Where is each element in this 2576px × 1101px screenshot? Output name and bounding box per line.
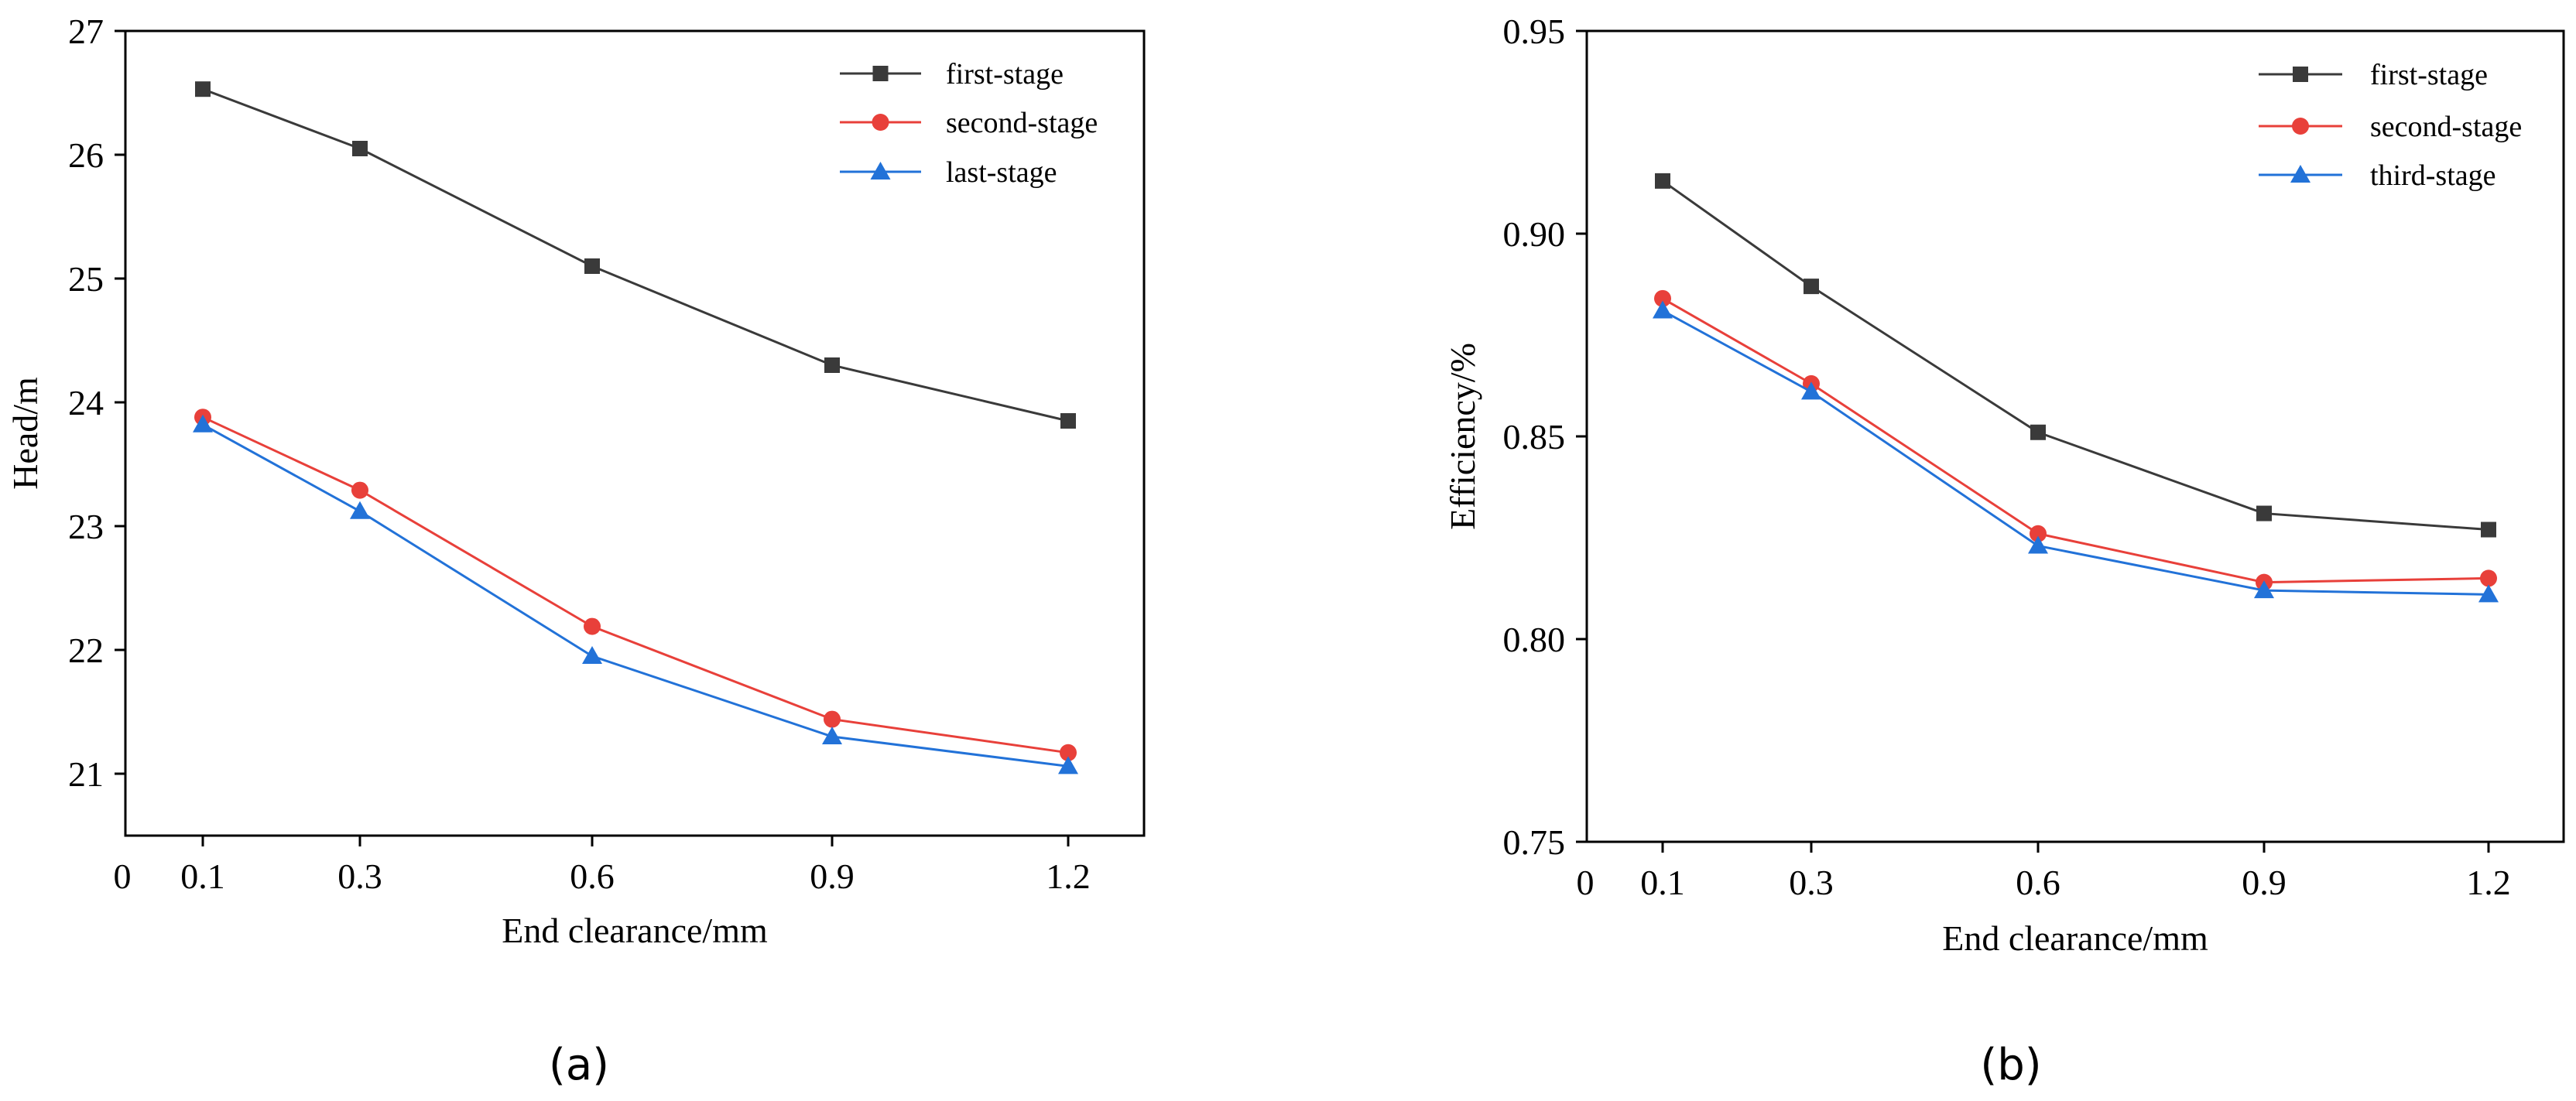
y-tick-label: 0.80 <box>1503 620 1566 659</box>
series-second-stage <box>1654 289 2497 591</box>
data-point <box>824 710 841 728</box>
data-point <box>582 646 602 664</box>
y-tick-label: 22 <box>68 631 104 670</box>
y-tick-label: 0.95 <box>1503 12 1566 51</box>
y-axis-label: Head/m <box>5 377 45 490</box>
data-point <box>350 501 370 519</box>
legend-marker <box>872 66 889 81</box>
series-line <box>202 87 1069 422</box>
data-point <box>822 727 842 744</box>
data-point <box>1060 744 1077 761</box>
data-point <box>2480 569 2497 587</box>
series-line <box>1662 309 2489 596</box>
x-tick-label: 0.3 <box>337 857 382 896</box>
y-tick-label: 0.90 <box>1503 214 1566 254</box>
legend-entry: first-stage <box>2259 59 2488 91</box>
legend-entry: last-stage <box>840 156 1057 189</box>
y-axis-label: Efficiency/% <box>1443 343 1482 530</box>
x-tick-label: 0.3 <box>1789 863 1834 902</box>
x-tick-label: 0.1 <box>180 857 225 896</box>
y-tick-label: 0.85 <box>1503 417 1566 456</box>
y-tick-label: 26 <box>68 135 104 175</box>
x-tick-label: 1.2 <box>2466 863 2511 902</box>
legend-label: third-stage <box>2370 159 2496 192</box>
data-point <box>1804 279 1819 295</box>
data-point <box>2256 505 2272 521</box>
series-first-stage <box>1655 173 2496 538</box>
data-point <box>1801 381 1821 400</box>
y-tick-label: 27 <box>68 12 104 51</box>
series-first-stage <box>195 81 1076 429</box>
data-point <box>1653 300 1673 319</box>
series-line <box>1662 297 2489 584</box>
y-tick-label: 25 <box>68 259 104 299</box>
data-point <box>2481 521 2496 538</box>
chart-panel-b: 0.75 0.80 0.85 0.90 0.95 0 0.1 0.3 0.6 0.9 1.2 Effi… <box>1443 12 2565 1090</box>
data-point <box>2030 424 2046 440</box>
x-tick-label: 0 <box>1577 863 1595 902</box>
legend-entry: first-stage <box>840 58 1064 91</box>
x-tick-label: 0 <box>114 857 132 896</box>
legend-label: second-stage <box>946 107 1098 139</box>
data-point <box>1058 756 1078 774</box>
data-point <box>193 414 213 433</box>
y-tick-label: 0.75 <box>1503 822 1566 862</box>
legend-entry: third-stage <box>2259 159 2496 192</box>
panel-caption: (a) <box>549 1040 609 1090</box>
legend-label: last-stage <box>946 156 1057 189</box>
data-point <box>195 81 211 97</box>
data-point <box>2030 525 2047 542</box>
y-tick-label: 21 <box>68 754 104 794</box>
series-line <box>202 423 1069 768</box>
data-point <box>1654 289 1671 307</box>
data-point <box>2478 584 2499 603</box>
data-point <box>2254 580 2274 599</box>
x-tick-label: 0.6 <box>570 857 615 896</box>
x-axis-label: End clearance/mm <box>1942 918 2208 958</box>
data-point <box>1060 413 1076 429</box>
series-line <box>202 415 1069 754</box>
plot-frame <box>124 29 1146 837</box>
y-tick-label: 23 <box>68 507 104 546</box>
y-tick-label: 24 <box>68 383 104 422</box>
legend-marker <box>870 162 891 180</box>
legend-label: first-stage <box>2370 59 2488 91</box>
data-point <box>584 617 601 635</box>
x-tick-label: 1.2 <box>1046 857 1091 896</box>
legend-marker <box>2290 165 2311 183</box>
x-tick-label: 0.9 <box>2242 863 2287 902</box>
data-point <box>352 141 368 156</box>
legend-label: first-stage <box>946 58 1064 91</box>
x-tick-label: 0.6 <box>2016 863 2060 902</box>
chart-panel-a: 21 22 23 24 25 26 27 0 0.1 0.3 0.6 0.9 1.2 Head/m End … <box>5 12 1146 1090</box>
legend-entry: second-stage <box>2259 111 2522 143</box>
legend-label: second-stage <box>2370 111 2522 143</box>
legend-marker <box>2293 67 2308 82</box>
x-tick-label: 0.9 <box>810 857 855 896</box>
data-point <box>824 357 840 373</box>
series-second-stage <box>194 409 1077 761</box>
data-point <box>351 481 368 499</box>
legend-entry: second-stage <box>840 107 1098 139</box>
data-point <box>584 258 600 274</box>
data-point <box>2028 535 2048 554</box>
x-tick-label: 0.1 <box>1640 863 1685 902</box>
plot-frame <box>1585 29 2565 843</box>
data-point <box>1655 173 1670 189</box>
legend-marker <box>872 114 889 131</box>
series-third-stage <box>1653 300 2499 603</box>
series-line <box>1662 180 2489 532</box>
panel-caption: (b) <box>1980 1040 2041 1090</box>
legend-marker <box>2292 118 2309 135</box>
series-last-stage <box>193 414 1078 774</box>
x-axis-label: End clearance/mm <box>502 911 768 950</box>
